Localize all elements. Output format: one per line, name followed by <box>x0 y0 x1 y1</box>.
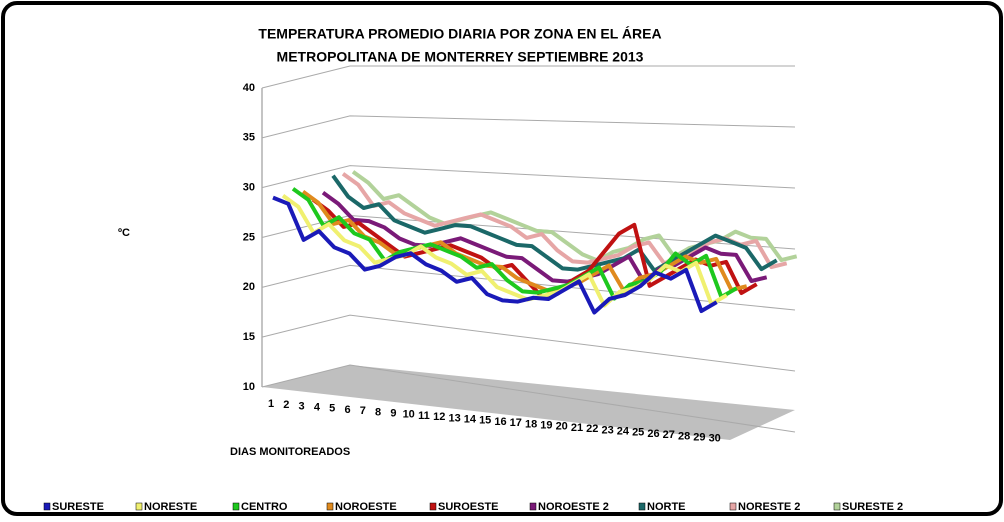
grid-line <box>261 115 796 139</box>
grid-line <box>261 65 795 89</box>
legend-label: SURESTE <box>52 501 104 513</box>
series-line <box>301 189 748 294</box>
y-tick-label: 25 <box>243 231 255 243</box>
legend-label: CENTRO <box>241 501 288 513</box>
y-tick-label: 20 <box>243 281 255 293</box>
y-tick-label: 40 <box>243 82 255 94</box>
legend-label: NORESTE 2 <box>738 501 800 513</box>
legend-label: NOROESTE <box>335 501 397 513</box>
x-tick-label: 15 <box>479 415 491 427</box>
x-tick-label: 28 <box>678 430 690 442</box>
legend-swatch <box>326 502 334 511</box>
x-tick-label: 2 <box>283 399 289 411</box>
x-tick-label: 20 <box>556 421 568 433</box>
legend-swatch <box>232 502 240 511</box>
legend-label: NOROESTE 2 <box>538 501 609 513</box>
y-axis-label: ºC <box>118 227 130 239</box>
x-axis-label: DIAS MONITOREADOS <box>230 446 350 458</box>
legend-label: NORTE <box>647 501 686 513</box>
x-tick-label: 19 <box>540 420 552 432</box>
x-tick-label: 21 <box>571 422 583 434</box>
legend-label: NORESTE <box>144 501 197 513</box>
x-tick-label: 5 <box>329 403 335 415</box>
x-tick-label: 13 <box>448 412 460 424</box>
x-tick-label: 25 <box>632 427 644 439</box>
x-tick-label: 29 <box>693 432 705 444</box>
y-tick-label: 10 <box>243 381 255 393</box>
legend-label: SURESTE 2 <box>842 501 903 513</box>
x-tick-label: 12 <box>433 411 445 423</box>
grid-line <box>261 165 796 189</box>
grid-line <box>261 264 796 311</box>
x-tick-label: 18 <box>525 418 537 430</box>
x-tick-label: 23 <box>601 424 613 436</box>
grid-line <box>261 364 796 433</box>
floor <box>262 365 795 440</box>
x-tick-label: 11 <box>418 410 430 422</box>
x-tick-label: 10 <box>403 409 415 421</box>
x-tick-label: 17 <box>510 417 522 429</box>
series-line <box>272 195 718 315</box>
x-tick-label: 1 <box>268 398 274 410</box>
legend-swatch <box>529 502 537 511</box>
x-tick-label: 16 <box>494 416 506 428</box>
y-tick-label: 30 <box>243 182 255 194</box>
x-tick-label: 27 <box>663 429 675 441</box>
x-tick-label: 9 <box>390 408 396 420</box>
legend-swatch <box>833 502 841 511</box>
y-tick-label: 35 <box>243 132 255 144</box>
series-line <box>331 174 778 273</box>
x-tick-label: 4 <box>314 402 321 414</box>
legend-swatch <box>638 502 646 511</box>
x-tick-label: 6 <box>344 404 350 416</box>
x-tick-label: 7 <box>360 405 366 417</box>
y-tick-label: 15 <box>243 331 255 343</box>
x-tick-label: 8 <box>375 406 381 418</box>
series-line <box>341 172 788 270</box>
legend-swatch <box>729 502 737 511</box>
x-tick-label: 24 <box>617 426 630 438</box>
chart-title: METROPOLITANA DE MONTERREY SEPTIEMBRE 20… <box>277 49 644 65</box>
x-tick-label: 14 <box>464 414 477 426</box>
grid-line <box>261 314 796 372</box>
legend-swatch <box>43 502 51 511</box>
x-tick-label: 22 <box>586 423 598 435</box>
x-tick-label: 3 <box>299 400 305 412</box>
legend-swatch <box>429 502 437 511</box>
series-line <box>311 197 758 300</box>
series-line <box>321 190 768 285</box>
x-tick-label: 26 <box>647 428 659 440</box>
chart-title: TEMPERATURA PROMEDIO DIARIA POR ZONA EN … <box>258 26 661 42</box>
legend-swatch <box>135 502 143 511</box>
legend-label: SUROESTE <box>438 501 499 513</box>
x-tick-label: 30 <box>709 433 721 445</box>
